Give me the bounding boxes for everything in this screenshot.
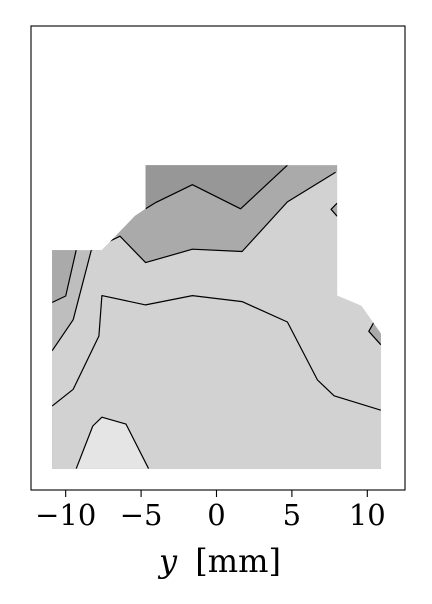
contour-line-level-4 [52,249,77,304]
contour-line-level-3 [52,171,336,352]
x-axis-unit: [mm] [195,542,281,580]
contour-line-level-2 [52,295,381,411]
x-tick-label: −5 [120,498,163,532]
axes-frame [30,25,406,491]
x-tick-label: 5 [283,498,301,532]
x-axis-variable: y [157,542,178,580]
x-tick-label: −10 [35,498,96,532]
x-tick-label: 10 [349,498,386,532]
band-level-5 [52,165,288,209]
x-tick-label: 0 [207,498,225,532]
band-level-4-right-lower [368,320,381,345]
contour-lines [52,165,381,469]
contour-line-level-4 [145,165,288,210]
x-axis: −10 −5 0 5 10 [35,490,386,532]
band-level-4-top [52,165,381,263]
x-axis-label: y [mm] [157,542,281,580]
band-level-4-left [52,165,77,303]
contour-line-level-4 [330,202,338,217]
contour-line-level-4 [368,320,381,346]
contour-line-level-1 [75,416,150,469]
